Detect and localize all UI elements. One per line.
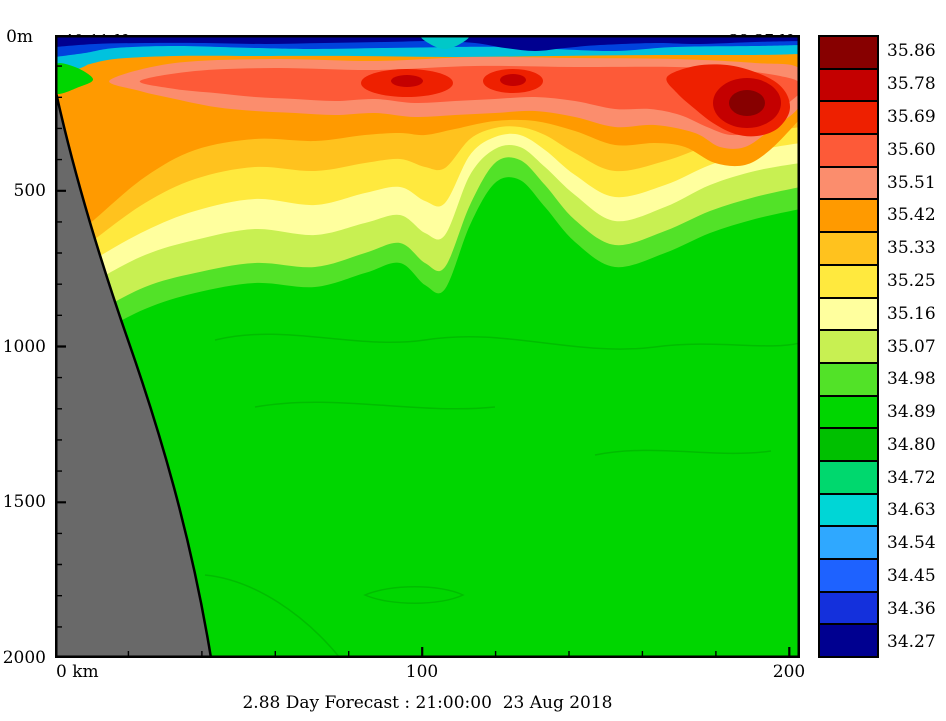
colorbar-swatch [820, 167, 877, 201]
colorbar-label: 34.98 [887, 369, 936, 390]
plot-frame [55, 35, 800, 658]
y-tick-label-1000: 1000 [2, 337, 46, 357]
colorbar-label: 35.16 [887, 303, 936, 324]
colorbar-swatch [820, 331, 877, 364]
colorbar-swatch [820, 298, 877, 332]
colorbar-label: 35.25 [887, 270, 936, 291]
colorbar-label: 34.63 [887, 500, 936, 521]
colorbar-labels: 35.86 35.78 35.69 35.60 35.51 35.42 35.33 35.25… [887, 0, 945, 721]
colorbar-swatch [820, 494, 877, 528]
colorbar-swatch [820, 560, 877, 593]
y-tick-label-2000: 2000 [2, 648, 46, 668]
colorbar-label: 35.60 [887, 139, 936, 160]
contour-field [55, 35, 800, 359]
colorbar-label: 34.27 [887, 631, 936, 652]
colorbar-swatch [820, 363, 877, 397]
colorbar-label: 34.54 [887, 533, 936, 554]
y-tick-label-1500: 1500 [2, 492, 46, 512]
colorbar-label: 35.51 [887, 172, 936, 193]
colorbar-label: 35.78 [887, 74, 936, 95]
y-tick-label-0: 0m [6, 27, 33, 47]
colorbar-label: 34.80 [887, 434, 936, 455]
colorbar [818, 35, 879, 658]
colorbar-swatch [820, 396, 877, 430]
colorbar-swatch [820, 200, 877, 234]
colorbar-swatch [820, 527, 877, 560]
colorbar-swatch [820, 265, 877, 299]
colorbar-swatch [820, 233, 877, 266]
colorbar-label: 35.86 [887, 41, 936, 62]
seafloor-land-mask [55, 88, 211, 658]
section-plot [55, 35, 800, 658]
colorbar-label: 35.69 [887, 106, 936, 127]
colorbar-label: 35.07 [887, 336, 936, 357]
colorbar-swatch [820, 625, 877, 657]
colorbar-label: 35.33 [887, 238, 936, 259]
x-tick-label-0: 0 km [56, 662, 99, 682]
colorbar-swatch [820, 69, 877, 103]
forecast-caption: 2.88 Day Forecast : 21:00:00 23 Aug 2018 [242, 693, 613, 713]
x-tick-label-200: 200 [772, 662, 806, 682]
y-tick-label-500: 500 [13, 181, 46, 201]
seafloor-edge-line [55, 87, 213, 658]
x-tick-label-100: 100 [405, 662, 439, 682]
colorbar-swatch [820, 429, 877, 462]
colorbar-label: 34.89 [887, 402, 936, 423]
colorbar-swatch [820, 135, 877, 168]
colorbar-label: 34.45 [887, 566, 936, 587]
colorbar-label: 34.72 [887, 467, 936, 488]
colorbar-label: 34.36 [887, 598, 936, 619]
colorbar-swatch [820, 461, 877, 495]
colorbar-swatch [820, 102, 877, 136]
interior-contour-lines [204, 333, 800, 658]
axis-ticks [55, 65, 791, 658]
colorbar-swatch [820, 592, 877, 626]
colorbar-label: 35.42 [887, 205, 936, 226]
colorbar-swatch [820, 37, 877, 70]
